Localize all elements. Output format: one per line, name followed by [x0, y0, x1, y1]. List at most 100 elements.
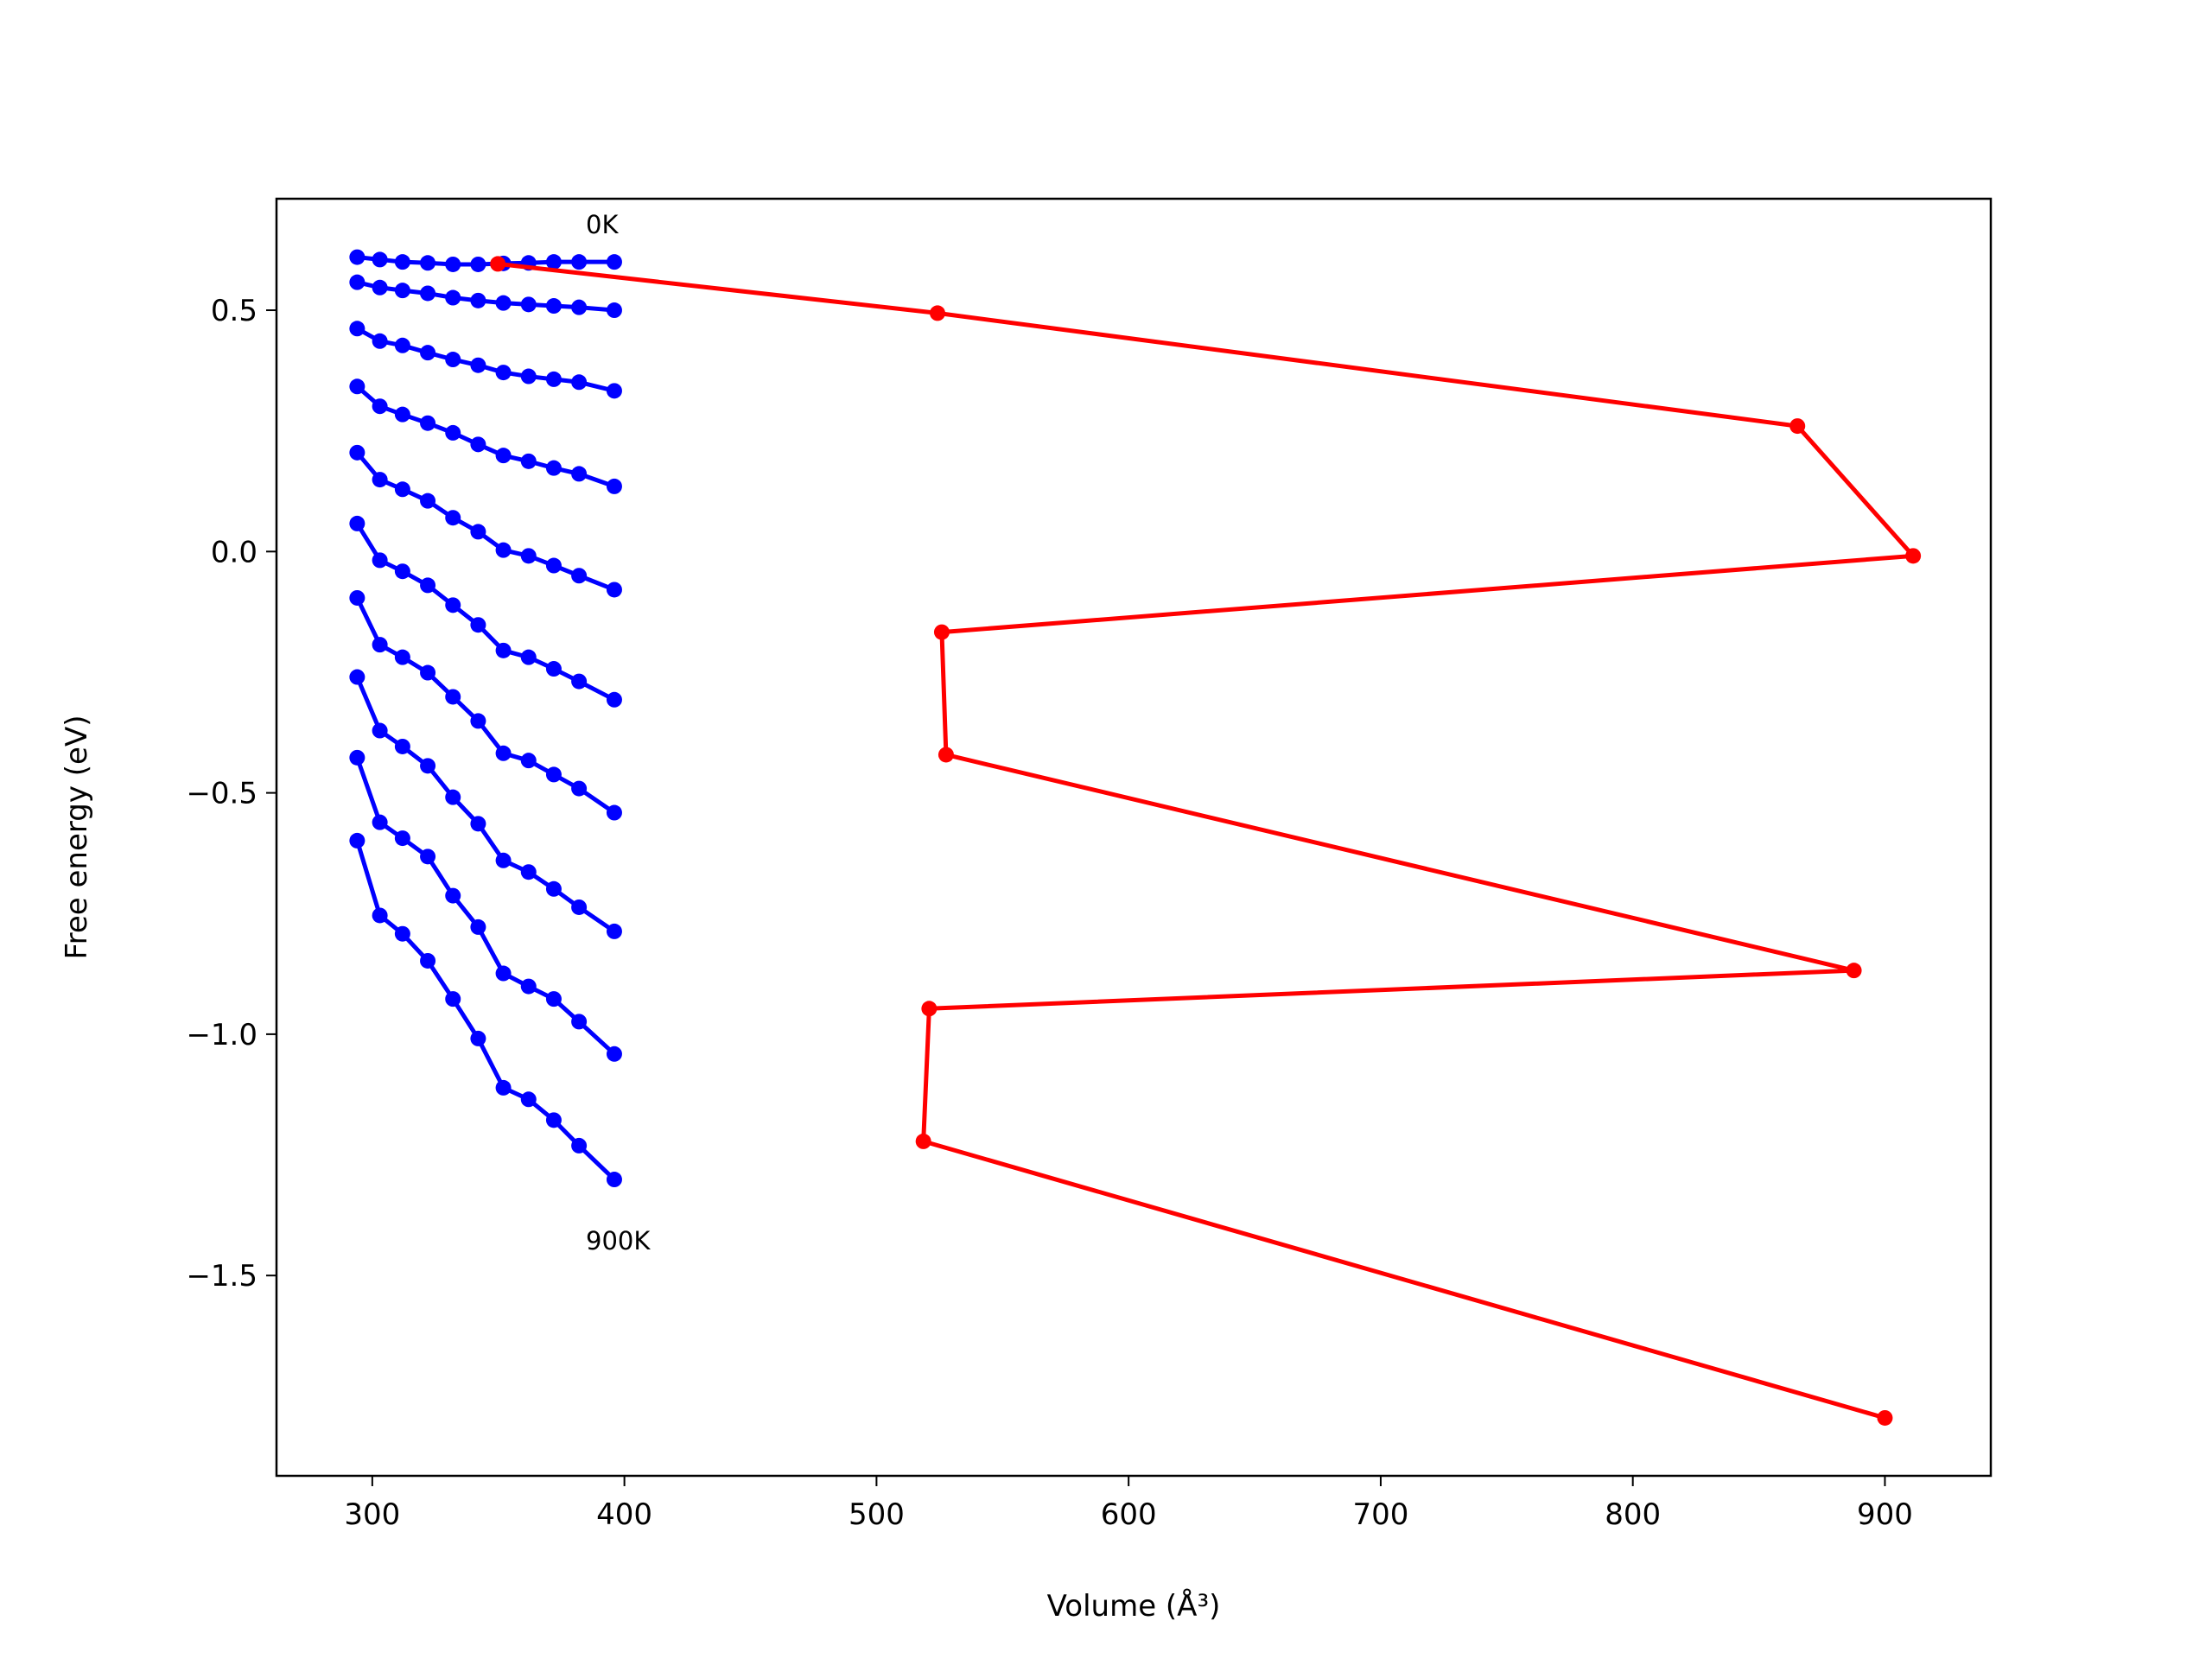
data-point	[606, 582, 622, 598]
data-point	[394, 925, 410, 942]
data-point	[495, 745, 512, 761]
data-point	[394, 283, 410, 299]
data-point	[349, 669, 365, 685]
data-point	[349, 249, 365, 265]
data-point	[470, 816, 486, 832]
data-point	[420, 415, 436, 431]
data-point	[349, 589, 365, 606]
data-point	[394, 563, 410, 580]
data-point	[495, 965, 512, 982]
data-point	[445, 991, 461, 1007]
annotation: 900K	[586, 1226, 651, 1255]
data-point	[606, 1172, 622, 1188]
data-point	[394, 649, 410, 665]
data-point	[545, 661, 562, 677]
data-point	[571, 1014, 588, 1030]
data-point	[606, 691, 622, 708]
data-point	[520, 864, 537, 880]
data-point	[470, 436, 486, 453]
data-point	[1789, 418, 1806, 435]
data-point	[545, 298, 562, 315]
data-point	[349, 321, 365, 337]
data-point	[420, 255, 436, 271]
x-tick-label: 600	[1101, 1497, 1157, 1532]
x-axis-label: Volume (Å³)	[1047, 1588, 1221, 1624]
data-point	[571, 254, 588, 270]
data-point	[420, 285, 436, 302]
x-tick-label: 900	[1857, 1497, 1913, 1532]
data-point	[545, 557, 562, 574]
data-point	[520, 978, 537, 995]
data-point	[520, 1091, 537, 1108]
data-point	[394, 254, 410, 270]
data-point	[571, 899, 588, 915]
data-point	[372, 472, 388, 488]
y-axis-label: Free energy (eV)	[60, 715, 94, 960]
data-point	[606, 1046, 622, 1062]
data-point	[545, 371, 562, 387]
data-point	[933, 624, 950, 640]
data-point	[1846, 963, 1862, 979]
x-tick-label: 400	[596, 1497, 652, 1532]
data-point	[571, 299, 588, 315]
data-point	[606, 804, 622, 821]
data-point	[445, 689, 461, 705]
data-point	[372, 251, 388, 268]
data-point	[372, 279, 388, 296]
data-point	[606, 302, 622, 319]
data-point	[930, 305, 946, 321]
data-point	[372, 333, 388, 349]
series-line	[497, 261, 1916, 1421]
data-point	[470, 617, 486, 633]
data-point	[372, 814, 388, 830]
data-point	[372, 552, 388, 569]
y-tick-label: −1.0	[186, 1018, 257, 1052]
data-point	[420, 849, 436, 865]
data-point	[571, 374, 588, 391]
data-point	[520, 548, 537, 564]
data-point	[420, 493, 436, 509]
data-point	[470, 524, 486, 540]
x-tick-label: 300	[344, 1497, 400, 1532]
data-point	[606, 923, 622, 939]
data-point	[445, 424, 461, 441]
data-point	[495, 1079, 512, 1096]
data-point	[545, 254, 562, 270]
data-point	[1905, 548, 1922, 564]
data-point	[445, 510, 461, 526]
data-point	[520, 649, 537, 665]
data-point	[445, 887, 461, 904]
data-point	[349, 832, 365, 849]
data-point	[470, 713, 486, 729]
annotation: 0K	[586, 210, 619, 239]
series-line	[355, 676, 616, 933]
x-tick-label: 700	[1352, 1497, 1408, 1532]
data-point	[915, 1133, 931, 1149]
data-point	[938, 747, 954, 763]
data-point	[470, 357, 486, 373]
data-point	[606, 478, 622, 494]
data-point	[571, 466, 588, 482]
series-line	[354, 840, 616, 1181]
data-point	[606, 383, 622, 399]
data-point	[606, 254, 622, 270]
data-point	[495, 542, 512, 558]
data-point	[520, 453, 537, 469]
x-tick-label: 500	[849, 1497, 905, 1532]
data-point	[495, 295, 512, 311]
data-point	[490, 256, 506, 272]
data-point	[394, 337, 410, 353]
data-point	[349, 274, 365, 290]
data-point	[495, 365, 512, 381]
data-point	[394, 738, 410, 754]
data-point	[394, 406, 410, 423]
data-point	[349, 515, 365, 531]
data-point	[545, 991, 562, 1007]
data-point	[545, 880, 562, 897]
data-point	[1877, 1409, 1893, 1426]
data-point	[545, 1112, 562, 1128]
data-point	[470, 1030, 486, 1046]
